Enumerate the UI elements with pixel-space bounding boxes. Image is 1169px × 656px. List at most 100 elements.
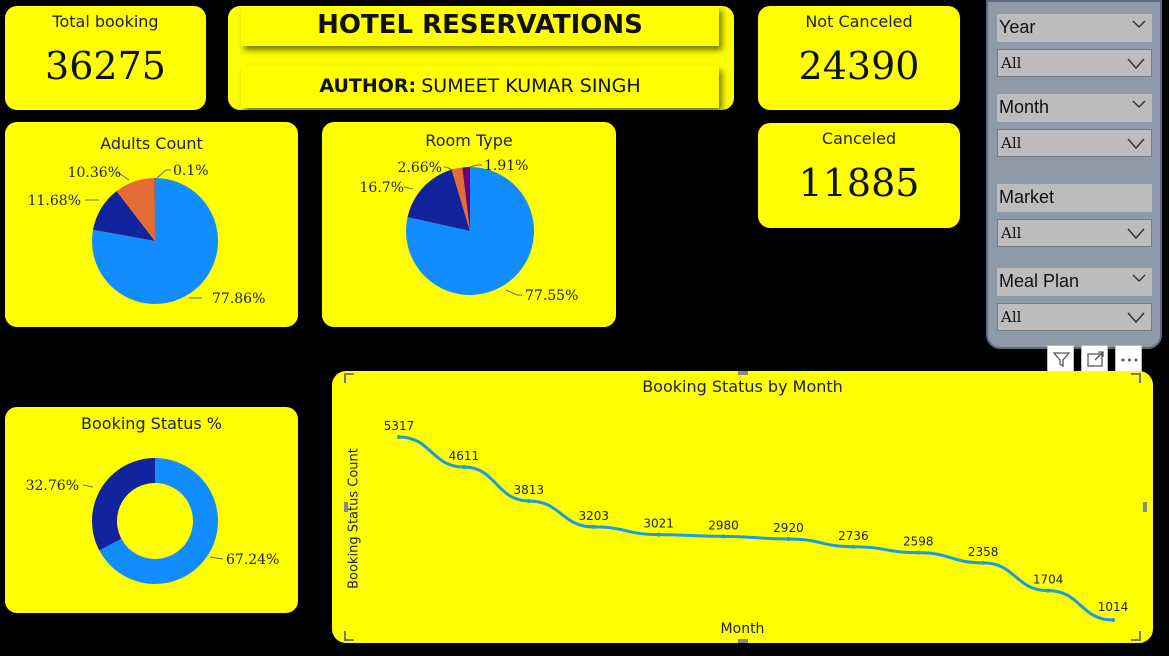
slice-label: 0.1%	[173, 163, 209, 179]
slice-label: 1.91%	[484, 158, 528, 174]
slicer-market-value: All	[1001, 224, 1022, 242]
slice-label: 32.76%	[26, 478, 79, 494]
slicer-market-header[interactable]: Market	[997, 184, 1152, 212]
slicer-meal-plan-dropdown[interactable]: All	[997, 303, 1152, 331]
chevron-down-icon	[1127, 58, 1145, 69]
data-point[interactable]	[591, 524, 596, 529]
leader-line	[116, 171, 130, 181]
slice-label: 77.55%	[525, 288, 578, 304]
data-point[interactable]	[656, 532, 661, 537]
data-point[interactable]	[981, 560, 986, 565]
series-line[interactable]	[398, 435, 1114, 622]
data-label: 2598	[903, 535, 934, 549]
pie-slice[interactable]	[91, 458, 155, 551]
data-point[interactable]	[526, 498, 531, 503]
data-label: 1014	[1098, 600, 1129, 614]
data-point[interactable]	[721, 534, 726, 539]
pie-slice[interactable]	[407, 169, 470, 231]
data-label: 4611	[449, 449, 480, 463]
resize-handle[interactable]	[1131, 373, 1141, 383]
resize-handle[interactable]	[344, 373, 354, 383]
slicer-year-value: All	[1001, 54, 1022, 72]
leader-line	[444, 166, 454, 171]
data-point[interactable]	[851, 544, 856, 549]
data-point[interactable]	[1111, 618, 1115, 622]
focus-mode-icon	[1087, 351, 1104, 367]
room-type-title: Room Type	[425, 131, 513, 150]
page-title-bar: HOTEL RESERVATIONS	[241, 6, 719, 46]
not-canceled-label: Not Canceled	[805, 12, 913, 31]
slicer-month-label: Month	[999, 97, 1050, 117]
slicer-month-dropdown[interactable]: All	[997, 129, 1152, 157]
data-label: 5317	[384, 419, 415, 433]
resize-handle[interactable]	[738, 639, 748, 643]
resize-handle[interactable]	[1131, 631, 1141, 641]
slicer-market-dropdown[interactable]: All	[997, 219, 1152, 247]
author-name: SUMEET KUMAR SINGH	[421, 75, 641, 97]
pie-slice[interactable]	[116, 178, 155, 241]
data-point[interactable]	[1046, 588, 1051, 593]
booking-status-by-month-card[interactable]: Booking Status by Month Booking Status C…	[332, 371, 1153, 643]
pie-slice[interactable]	[99, 458, 218, 584]
resize-handle[interactable]	[344, 631, 354, 641]
canceled-card[interactable]: Canceled 11885	[758, 123, 960, 228]
leader-line	[403, 186, 414, 190]
resize-handle[interactable]	[344, 502, 348, 512]
data-label: 3203	[578, 509, 609, 523]
author-bar: AUTHOR: SUMEET KUMAR SINGH	[241, 66, 719, 108]
chevron-down-icon	[1127, 138, 1145, 149]
data-label: 2980	[708, 518, 739, 532]
resize-handle[interactable]	[738, 371, 748, 375]
slicer-panel: Year All Month All Market All Meal Plan …	[986, 0, 1162, 349]
more-options-button[interactable]	[1115, 345, 1142, 372]
room-type-card[interactable]: Room Type 77.55% 16.7% 2.66% 1.91%	[322, 122, 616, 327]
chevron-down-icon	[1127, 312, 1145, 323]
total-booking-label: Total booking	[52, 12, 159, 31]
slicer-year-dropdown[interactable]: All	[997, 49, 1152, 77]
booking-status-title: Booking Status %	[81, 414, 222, 433]
filter-button[interactable]	[1047, 345, 1074, 372]
more-options-icon	[1121, 358, 1138, 362]
data-label: 3813	[514, 483, 545, 497]
slice-label: 67.24%	[226, 552, 279, 568]
chevron-down-icon	[1127, 228, 1145, 239]
pie-slice[interactable]	[451, 167, 470, 231]
slicer-market-label: Market	[999, 187, 1055, 207]
resize-handle[interactable]	[1143, 502, 1147, 512]
data-point[interactable]	[916, 550, 921, 555]
slicer-year-header[interactable]: Year	[997, 14, 1152, 42]
leader-line	[156, 169, 171, 179]
filter-icon	[1052, 352, 1071, 368]
adults-count-title: Adults Count	[100, 134, 203, 153]
slice-label: 2.66%	[398, 160, 442, 176]
pie-slice[interactable]	[93, 191, 155, 241]
data-label: 2358	[968, 545, 999, 559]
header-card: HOTEL RESERVATIONS AUTHOR: SUMEET KUMAR …	[228, 6, 734, 110]
x-axis-label: Month	[720, 621, 765, 637]
line-chart-plot: 5317 4611 3813 3203 3021 2980 2920 2736 2598 2358…	[384, 419, 1129, 622]
focus-mode-button[interactable]	[1081, 345, 1108, 372]
adults-count-card[interactable]: Adults Count 77.86% 11.68% 10.36% 0.1%	[5, 122, 298, 327]
canceled-label: Canceled	[821, 129, 897, 148]
not-canceled-value: 24390	[798, 44, 920, 88]
not-canceled-card[interactable]: Not Canceled 24390	[758, 6, 960, 110]
leader-line	[209, 556, 224, 560]
page-title: HOTEL RESERVATIONS	[317, 10, 643, 40]
data-point[interactable]	[397, 435, 401, 439]
slice-label: 16.7%	[360, 180, 404, 196]
data-point[interactable]	[786, 536, 791, 541]
booking-status-card[interactable]: Booking Status % 67.24% 32.76%	[5, 407, 298, 613]
slicer-month-header[interactable]: Month	[997, 94, 1152, 122]
line-chart-title: Booking Status by Month	[642, 377, 843, 396]
total-booking-card[interactable]: Total booking 36275	[5, 6, 206, 110]
chevron-down-icon[interactable]	[1132, 273, 1146, 283]
data-point[interactable]	[461, 465, 466, 470]
data-label: 2736	[838, 529, 869, 543]
chevron-down-icon[interactable]	[1132, 99, 1146, 109]
slicer-meal-plan-header[interactable]: Meal Plan	[997, 268, 1152, 296]
room-type-pie: 77.55% 16.7% 2.66% 1.91%	[360, 158, 579, 304]
booking-status-donut: 67.24% 32.76%	[26, 458, 279, 584]
pie-slice[interactable]	[462, 167, 470, 231]
adults-count-pie: 77.86% 11.68% 10.36% 0.1%	[28, 163, 266, 307]
chevron-down-icon[interactable]	[1132, 19, 1146, 29]
